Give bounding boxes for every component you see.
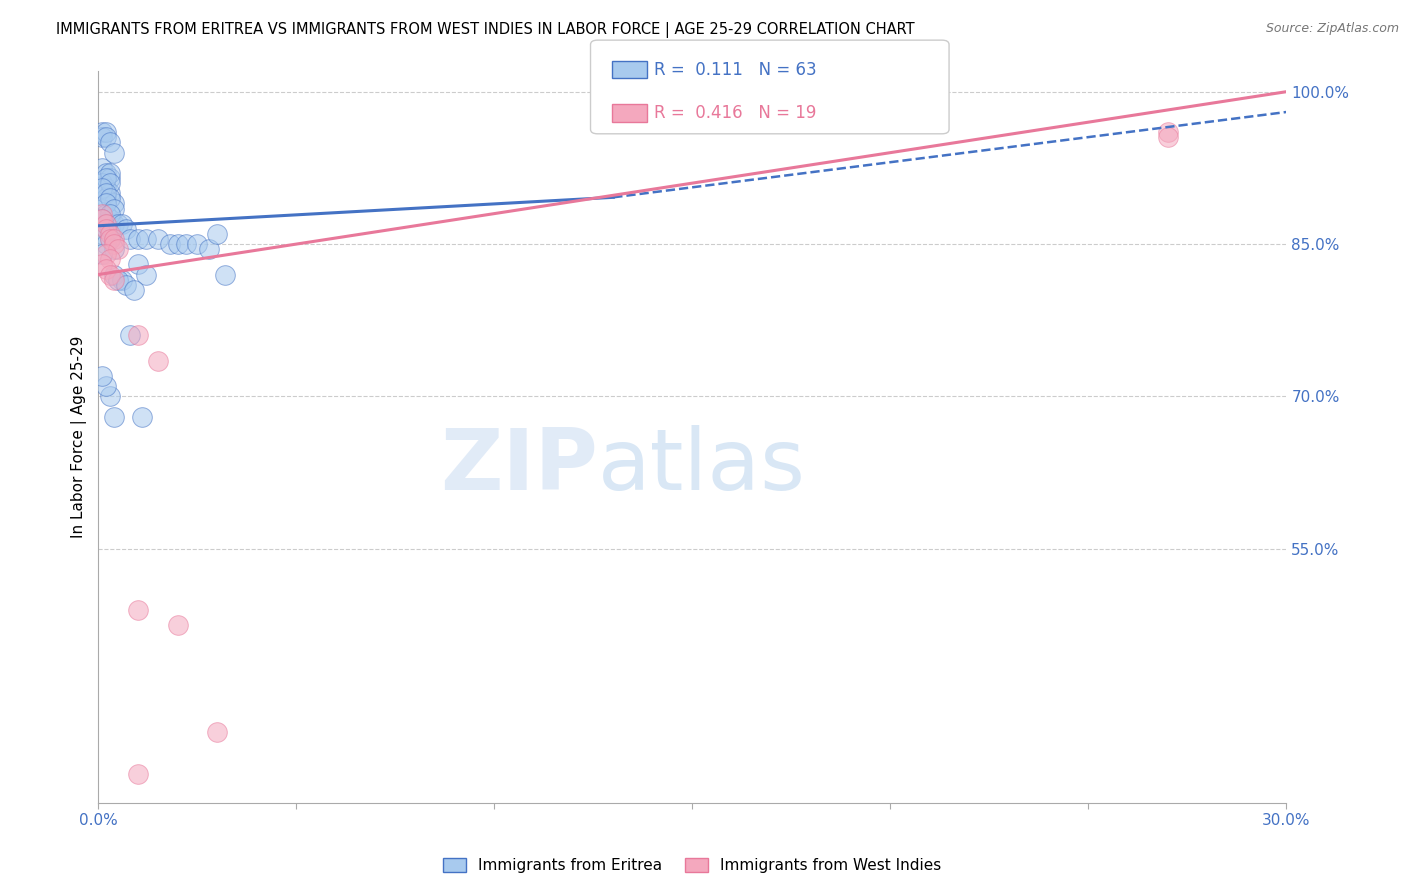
Y-axis label: In Labor Force | Age 25-29: In Labor Force | Age 25-29 [72, 336, 87, 538]
Point [103, 196, 125, 211]
Point [103, 242, 125, 256]
Point [146, 232, 169, 246]
Point [98, 211, 121, 226]
Point [103, 237, 125, 252]
Point [186, 237, 208, 252]
Text: Source: ZipAtlas.com: Source: ZipAtlas.com [1265, 22, 1399, 36]
Point [127, 603, 149, 617]
Point [159, 237, 181, 252]
Point [98, 232, 121, 246]
Point [96, 186, 118, 201]
Point [120, 328, 142, 343]
Text: ZIP: ZIP [440, 425, 598, 508]
Point [122, 283, 145, 297]
Point [91, 227, 114, 241]
Point [107, 217, 129, 231]
Point [96, 125, 118, 139]
Point [103, 268, 125, 282]
Point [103, 202, 125, 216]
Point [91, 176, 114, 190]
Point [98, 222, 121, 236]
Point [98, 206, 121, 220]
Point [107, 272, 129, 286]
Point [96, 217, 118, 231]
Point [91, 161, 114, 175]
Point [135, 268, 157, 282]
Point [103, 409, 125, 424]
Point [96, 237, 118, 252]
Point [135, 232, 157, 246]
Text: R =  0.416   N = 19: R = 0.416 N = 19 [654, 104, 815, 122]
Point [107, 242, 129, 256]
Text: IMMIGRANTS FROM ERITREA VS IMMIGRANTS FROM WEST INDIES IN LABOR FORCE | AGE 25-2: IMMIGRANTS FROM ERITREA VS IMMIGRANTS FR… [56, 22, 915, 38]
Point [127, 232, 149, 246]
Point [91, 369, 114, 384]
Point [103, 272, 125, 286]
Point [1156, 125, 1178, 139]
Point [96, 222, 118, 236]
Point [127, 767, 149, 781]
Point [98, 232, 121, 246]
Point [198, 242, 221, 256]
Point [98, 166, 121, 180]
Point [98, 389, 121, 403]
Point [96, 166, 118, 180]
Point [98, 252, 121, 267]
Point [1156, 130, 1178, 145]
Point [111, 217, 134, 231]
Point [115, 222, 138, 236]
Point [115, 277, 138, 292]
Point [96, 130, 118, 145]
Point [166, 618, 188, 632]
Point [96, 181, 118, 195]
Point [127, 328, 149, 343]
Point [96, 379, 118, 393]
Point [98, 186, 121, 201]
Point [91, 130, 114, 145]
Point [174, 237, 197, 252]
Point [96, 206, 118, 220]
Point [91, 206, 114, 220]
Point [214, 268, 236, 282]
Text: R =  0.111   N = 63: R = 0.111 N = 63 [654, 61, 817, 78]
Point [98, 171, 121, 186]
Text: atlas: atlas [598, 425, 806, 508]
Point [103, 217, 125, 231]
Point [96, 222, 118, 236]
Point [111, 272, 134, 286]
Point [103, 232, 125, 246]
Point [127, 257, 149, 271]
Point [166, 237, 188, 252]
Point [91, 247, 114, 261]
Point [91, 211, 114, 226]
Legend: Immigrants from Eritrea, Immigrants from West Indies: Immigrants from Eritrea, Immigrants from… [437, 852, 948, 880]
Point [98, 176, 121, 190]
Point [96, 217, 118, 231]
Point [96, 262, 118, 277]
Point [120, 232, 142, 246]
Point [91, 257, 114, 271]
Point [98, 191, 121, 205]
Point [207, 227, 229, 241]
Point [96, 191, 118, 205]
Point [207, 724, 229, 739]
Point [91, 125, 114, 139]
Point [91, 181, 114, 195]
Point [98, 268, 121, 282]
Point [96, 171, 118, 186]
Point [91, 211, 114, 226]
Point [146, 354, 169, 368]
Point [98, 227, 121, 241]
Point [98, 136, 121, 150]
Point [103, 145, 125, 160]
Point [91, 202, 114, 216]
Point [96, 196, 118, 211]
Point [96, 247, 118, 261]
Point [131, 409, 153, 424]
